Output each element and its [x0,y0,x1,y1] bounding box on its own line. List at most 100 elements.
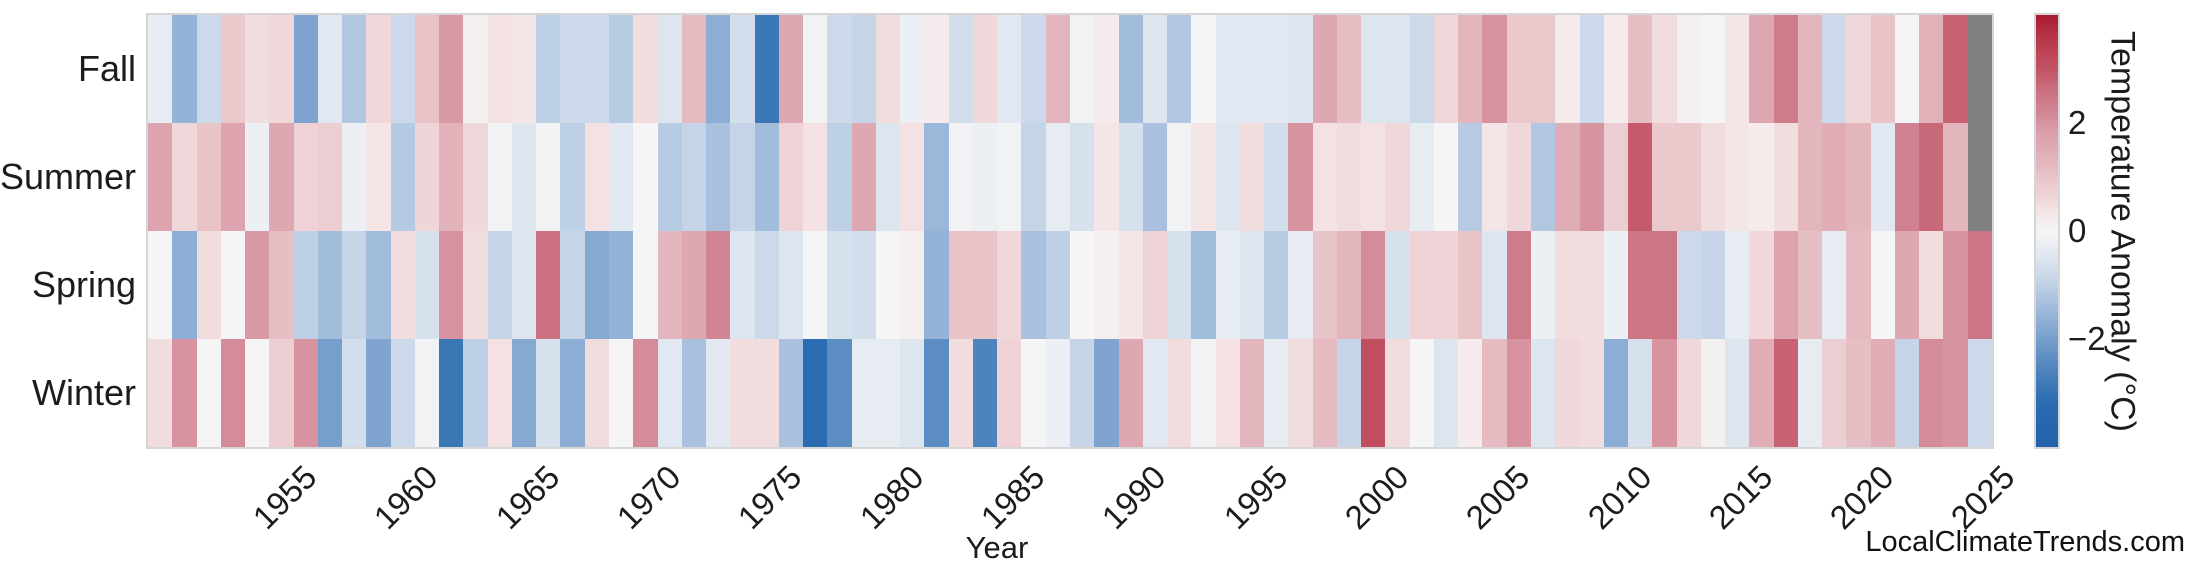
heatmap-cell [1385,339,1410,447]
x-tick-label: 1955 [245,458,324,537]
heatmap-cell [657,123,682,231]
heatmap-cell [1021,231,1046,339]
heatmap-cell [390,231,415,339]
heatmap-cell [1458,339,1483,447]
heatmap-cell [1894,123,1920,231]
heatmap-cell [1191,231,1216,339]
heatmap-cell [972,123,998,231]
heatmap-cell [293,15,318,123]
heatmap-cell [293,231,318,339]
heatmap-cell [1482,15,1507,123]
heatmap-cell [1167,15,1192,123]
heatmap-cell [1288,231,1313,339]
heatmap-cell [342,231,367,339]
heatmap-cell [1676,231,1701,339]
heatmap-cell [997,15,1022,123]
heatmap-cell [366,231,391,339]
x-tick-label: 2010 [1580,458,1659,537]
heatmap-cell [414,15,440,123]
heatmap-cell [1555,15,1580,123]
heatmap-cell [1506,231,1531,339]
heatmap-cell [1870,339,1895,447]
heatmap-cell [172,339,197,447]
heatmap-cell [487,15,512,123]
heatmap-cell [1167,231,1192,339]
heatmap-cell [633,231,658,339]
heatmap-cell [1846,231,1871,339]
x-tick-label: 1980 [852,458,931,537]
heatmap-cell [1118,123,1143,231]
heatmap-cell [584,339,609,447]
x-tick-label: 1985 [973,458,1052,537]
heatmap-cell [706,231,731,339]
heatmap-cell [1361,339,1386,447]
heatmap-cell [948,231,973,339]
heatmap-cell [1870,231,1895,339]
heatmap-cell [657,15,682,123]
heatmap-cell [269,231,294,339]
heatmap-cell [1361,15,1386,123]
heatmap-cell [1312,231,1337,339]
heatmap-cell [1531,231,1556,339]
heatmap-cell [1797,339,1823,447]
heatmap-cell [754,231,779,339]
heatmap-cell [1433,231,1459,339]
x-tick-label: 2015 [1701,458,1780,537]
heatmap-cell [1458,15,1483,123]
heatmap-cell [1094,123,1119,231]
heatmap-cell [1943,231,1968,339]
heatmap-cell [948,339,973,447]
heatmap-cell [390,339,415,447]
heatmap-cell [1773,231,1798,339]
heatmap-cell [172,123,197,231]
heatmap-cell [1239,123,1265,231]
heatmap-cell [1385,15,1410,123]
heatmap-cell [948,15,973,123]
colorbar-tick-0: 0 [2068,212,2087,249]
heatmap-cell [414,231,440,339]
heatmap-cell [342,339,367,447]
heatmap-cell [900,339,925,447]
heatmap-cell [1264,339,1289,447]
heatmap-cell [536,15,561,123]
heatmap-cell [1361,123,1386,231]
heatmap-cell [1846,339,1871,447]
x-axis-label: Year [965,530,1029,565]
heatmap-cell [1652,15,1677,123]
heatmap-cell [1045,123,1070,231]
heatmap-cell [1433,15,1459,123]
heatmap-cell [851,123,876,231]
heatmap-cell [633,15,658,123]
heatmap-cell [730,15,755,123]
heatmap-cell [1094,339,1119,447]
heatmap-cell [1433,123,1459,231]
heatmap-cell [1191,339,1216,447]
heatmap-cell [1603,231,1629,339]
heatmap-cell [1070,231,1095,339]
heatmap-cell [1676,339,1701,447]
x-tick-label: 1970 [609,458,688,537]
heatmap-cell [1409,123,1434,231]
heatmap-cell [1312,339,1337,447]
heatmap-cell [1264,231,1289,339]
heatmap-cell [148,339,173,447]
heatmap-cell [1797,231,1823,339]
heatmap-cell [414,339,440,447]
heatmap-cell [1676,15,1701,123]
heatmap-cell [366,339,391,447]
heatmap-cell [560,339,585,447]
heatmap-cell [220,123,246,231]
heatmap-cell [1409,339,1434,447]
heatmap-cell [851,231,876,339]
heatmap-cell [196,231,221,339]
colorbar-tick-neg2: −2 [2068,320,2106,357]
heatmap-cell [1336,123,1362,231]
x-tick-label: 2005 [1458,458,1537,537]
heatmap-cell [390,15,415,123]
heatmap-cell [778,123,804,231]
heatmap-cell [1070,339,1095,447]
heatmap-cell [1239,15,1265,123]
heatmap-cell [1094,231,1119,339]
heatmap-cell [1288,123,1313,231]
heatmap-cell [1215,123,1240,231]
